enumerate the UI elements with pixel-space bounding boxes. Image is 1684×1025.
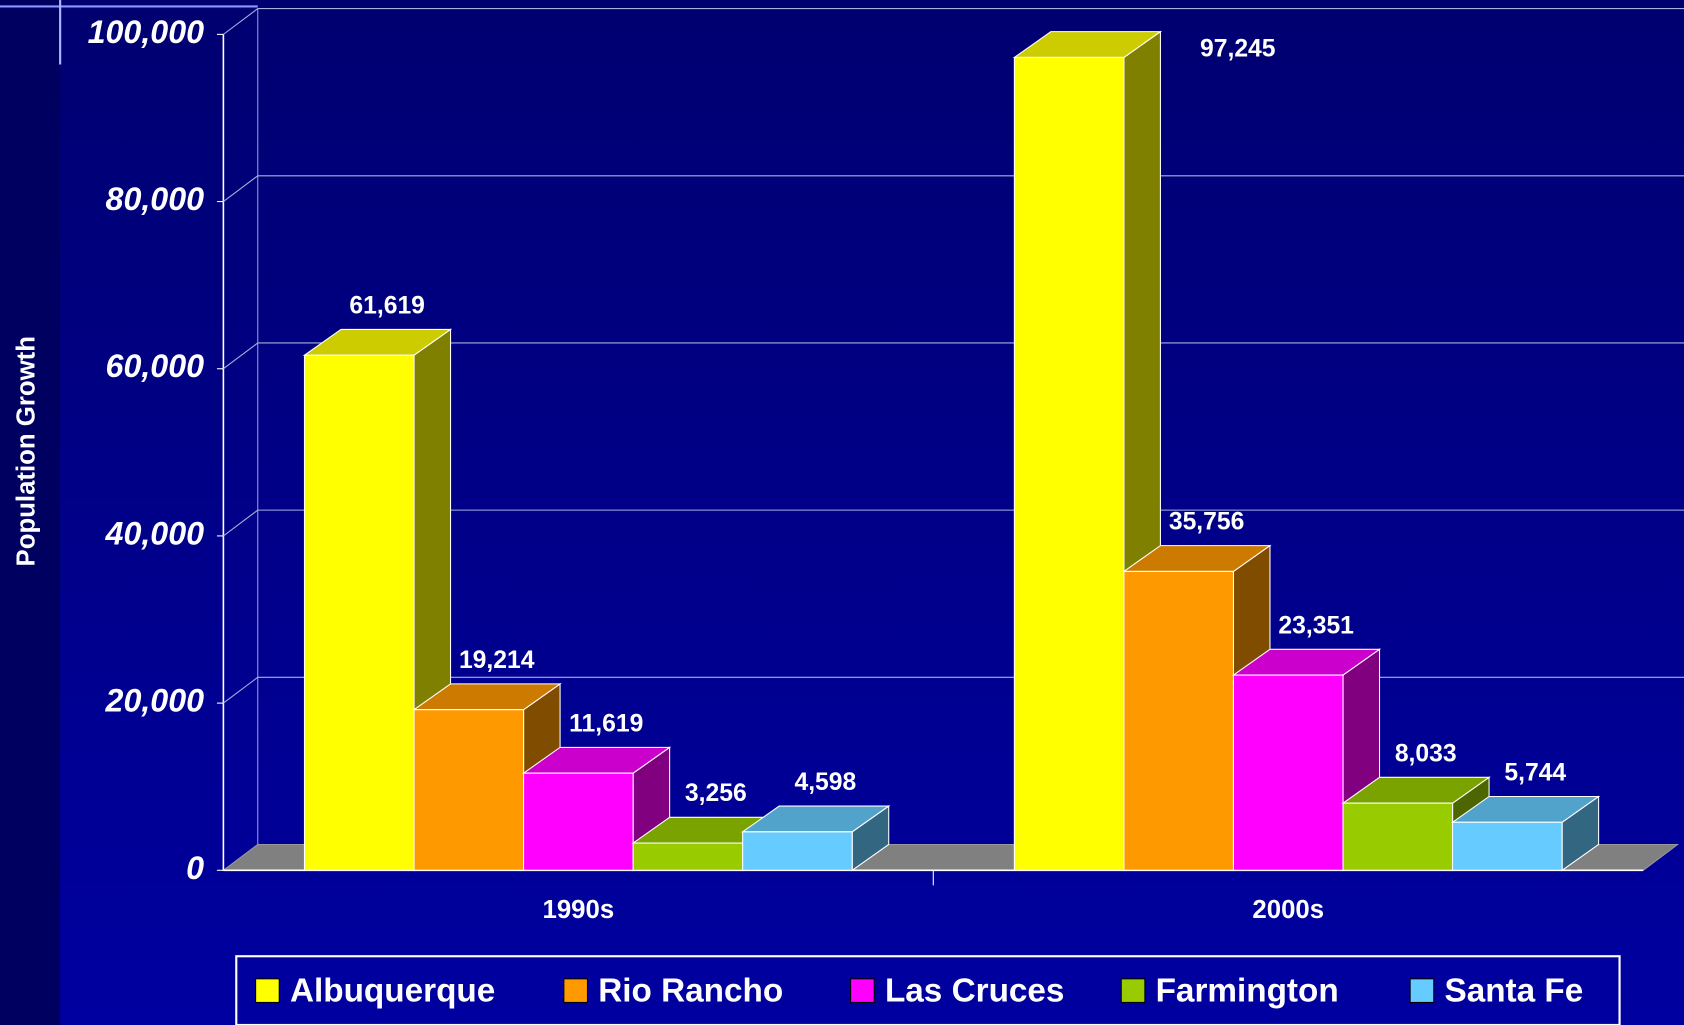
value-label: 61,619 bbox=[349, 292, 425, 319]
legend-swatch bbox=[255, 978, 280, 1003]
bar bbox=[742, 831, 853, 871]
y-tick-label: 20,000 bbox=[105, 683, 205, 719]
y-tick-label: 100,000 bbox=[88, 14, 205, 50]
value-label: 35,756 bbox=[1169, 509, 1245, 536]
legend-label: Farmington bbox=[1156, 973, 1339, 1010]
y-tick-label: 60,000 bbox=[106, 348, 205, 384]
bar bbox=[632, 842, 744, 871]
y-tick-label: 0 bbox=[186, 850, 204, 886]
bar bbox=[1232, 674, 1344, 871]
x-tick-label: 2000s bbox=[1252, 896, 1324, 924]
grid-line bbox=[223, 509, 1684, 537]
value-label: 23,351 bbox=[1278, 612, 1354, 639]
legend-label: Las Cruces bbox=[885, 973, 1064, 1010]
bar bbox=[413, 709, 525, 871]
value-label: 97,245 bbox=[1200, 35, 1276, 62]
legend-label: Rio Rancho bbox=[598, 973, 783, 1010]
legend-swatch bbox=[1120, 978, 1146, 1003]
grid-line bbox=[223, 342, 1684, 370]
legend-swatch bbox=[1409, 978, 1435, 1003]
grid-line bbox=[223, 175, 1684, 202]
legend-swatch bbox=[850, 978, 875, 1003]
bar bbox=[1452, 821, 1563, 871]
bar bbox=[1013, 56, 1125, 871]
value-label: 3,256 bbox=[685, 780, 747, 807]
x-tick-label: 1990s bbox=[543, 896, 615, 924]
bar bbox=[303, 354, 415, 871]
side-strip bbox=[0, 0, 61, 1025]
bar bbox=[1123, 570, 1235, 871]
bar bbox=[523, 772, 634, 871]
value-label: 8,033 bbox=[1395, 740, 1457, 767]
value-label: 4,598 bbox=[794, 769, 856, 796]
grid-line bbox=[223, 8, 1684, 35]
value-label: 5,744 bbox=[1504, 759, 1566, 786]
y-axis-title: Population Growth bbox=[13, 336, 41, 566]
bar bbox=[1342, 802, 1454, 871]
y-tick-label: 40,000 bbox=[105, 515, 205, 551]
legend-box bbox=[235, 955, 1621, 1025]
legend-swatch bbox=[563, 978, 589, 1003]
value-label: 11,619 bbox=[569, 710, 643, 737]
y-tick-label: 80,000 bbox=[106, 181, 205, 217]
legend-label: Albuquerque bbox=[290, 973, 495, 1010]
legend-label: Santa Fe bbox=[1445, 973, 1584, 1010]
value-label: 19,214 bbox=[459, 647, 535, 674]
